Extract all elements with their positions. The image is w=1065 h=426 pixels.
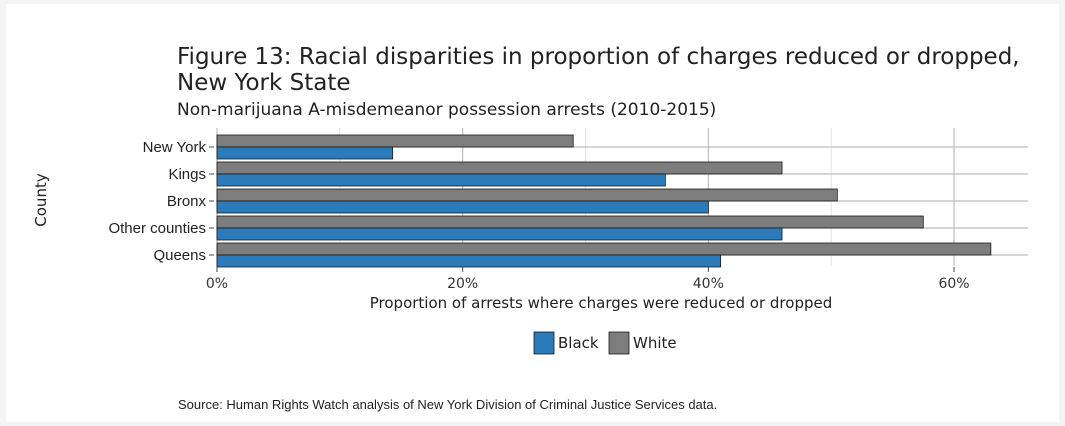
y-tick-label: New York <box>143 139 207 156</box>
legend-swatch-black <box>533 331 555 355</box>
plot-area: New York Kings Bronx Other counties Queens0%… <box>108 128 1028 292</box>
bar-black <box>216 227 783 241</box>
bar-white <box>216 188 838 202</box>
y-axis-label: County <box>32 173 50 227</box>
x-axis-label: Proportion of arrests where charges were… <box>370 294 832 312</box>
x-tick-label: 60% <box>938 276 969 292</box>
chart-panel: Figure 13: Racial disparities in proport… <box>6 4 1059 422</box>
y-tick-label: Other counties <box>108 220 206 237</box>
bar-white <box>216 242 992 256</box>
y-tick-label: Bronx <box>167 193 207 210</box>
y-tick-label: Kings <box>168 166 206 183</box>
bar-black <box>216 173 666 187</box>
x-tick-label: 20% <box>447 276 478 292</box>
bar-white <box>216 134 574 148</box>
legend: Black White <box>533 331 677 355</box>
chart-title-line-2: New York State <box>177 70 351 96</box>
x-tick-label: 40% <box>693 276 724 292</box>
legend-swatch-white <box>608 331 630 355</box>
y-tick-label: Queens <box>153 247 206 264</box>
chart: Figure 13: Racial disparities in proport… <box>32 44 1028 412</box>
x-tick-label: 0% <box>206 276 228 292</box>
bar-white <box>216 215 924 229</box>
legend-label-black: Black <box>558 334 599 352</box>
chart-title-line-1: Figure 13: Racial disparities in proport… <box>177 44 1020 70</box>
source-note: Source: Human Rights Watch analysis of N… <box>178 397 717 412</box>
bar-black <box>216 254 722 268</box>
chart-subtitle: Non-marijuana A-misdemeanor possession a… <box>177 100 716 120</box>
legend-label-white: White <box>633 334 677 352</box>
bar-white <box>216 161 783 175</box>
bar-black <box>216 146 394 160</box>
bar-black <box>216 200 709 214</box>
